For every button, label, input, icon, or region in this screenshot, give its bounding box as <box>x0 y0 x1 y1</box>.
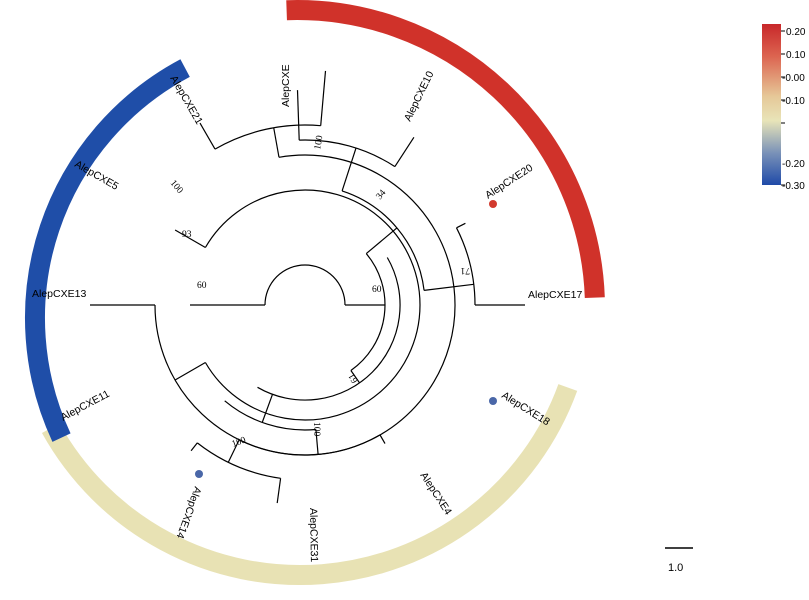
tree-branch <box>264 264 346 306</box>
colorbar-tick: -0.20 <box>782 159 805 170</box>
bootstrap-value: 71 <box>460 265 470 275</box>
bootstrap-value: 100 <box>313 135 325 151</box>
bootstrap-value: 100 <box>231 435 248 449</box>
bootstrap-value: 61 <box>347 371 361 384</box>
clade-arc-blue <box>24 59 190 442</box>
leaf-label-cxe11: AlepCXE11 <box>59 388 112 424</box>
leaf-label-cxe18: AlepCXE18 <box>499 389 552 428</box>
color-scale-legend: 0.20 0.10 -0.00 -0.10 -0.20 -0.30 <box>762 24 806 192</box>
tree-branch <box>394 136 415 167</box>
tree-branch <box>341 190 425 291</box>
tree-branch <box>174 361 206 381</box>
leaf-label-cxe14: AlepCXE14 <box>174 485 204 540</box>
tree-branch <box>350 370 360 384</box>
tree-branch <box>379 434 386 444</box>
tree-branch <box>315 429 319 455</box>
scale-bar-label: 1.0 <box>668 562 683 574</box>
tree-branch <box>261 394 274 423</box>
bootstrap-value: 60 <box>372 285 382 295</box>
bootstrap-value: 34 <box>375 188 389 202</box>
tree-branch <box>455 227 476 306</box>
scale-bar: 1.0 <box>665 547 693 574</box>
colorbar-tick: 0.10 <box>786 50 806 61</box>
leaf-label-cxe4: AlepCXE4 <box>417 470 454 517</box>
tree-branches <box>90 70 525 504</box>
bootstrap-value: 100 <box>168 179 185 197</box>
clade-arc-tan <box>41 384 578 586</box>
tree-branch <box>456 222 466 229</box>
leaf-label-cxe31: AlepCXE31 <box>307 508 320 563</box>
tree-branch <box>224 400 316 431</box>
tree-branch <box>273 127 280 158</box>
tree-branch <box>350 253 386 371</box>
leaf-label-cxe10: AlepCXE10 <box>402 69 437 123</box>
tree-branch <box>190 442 198 452</box>
tree-branch <box>199 122 216 150</box>
tree-branch <box>341 147 357 192</box>
tree-branch <box>204 189 421 421</box>
tree-branch <box>174 229 206 249</box>
colorbar-tick: -0.00 <box>782 73 805 84</box>
tree-branch <box>227 439 240 463</box>
bootstrap-value: 100 <box>311 422 321 437</box>
leaf-label-cxe13: AlepCXE13 <box>32 288 86 300</box>
tree-branch <box>299 139 396 168</box>
colorbar-tick: -0.30 <box>782 181 805 192</box>
leaf-label-cxe20: AlepCXE20 <box>483 162 535 202</box>
tip-marker-cxe20 <box>489 200 497 208</box>
tree-branch <box>257 257 401 401</box>
tree-branch <box>365 227 398 255</box>
colorbar-tick: 0.20 <box>786 27 806 38</box>
clade-arc-red <box>286 0 605 298</box>
colorbar-tick: -0.10 <box>782 96 805 107</box>
leaf-label-cxe21: AlepCXE21 <box>167 74 205 127</box>
tree-branch <box>296 90 300 141</box>
tree-branch <box>276 478 282 504</box>
tree-branch <box>196 442 281 479</box>
tip-marker-cxe14 <box>195 470 203 478</box>
tree-branch <box>424 283 474 291</box>
bootstrap-value: 93 <box>182 230 192 240</box>
tip-marker-cxe18 <box>489 397 497 405</box>
tree-branch <box>154 154 456 456</box>
leaf-label-cxe: AlepCXE <box>280 64 292 107</box>
leaf-label-cxe17: AlepCXE17 <box>528 289 582 301</box>
bootstrap-value: 60 <box>197 281 207 291</box>
tree-branch <box>320 70 327 126</box>
color-scale-bar <box>762 24 781 185</box>
tree-branch <box>214 124 321 150</box>
